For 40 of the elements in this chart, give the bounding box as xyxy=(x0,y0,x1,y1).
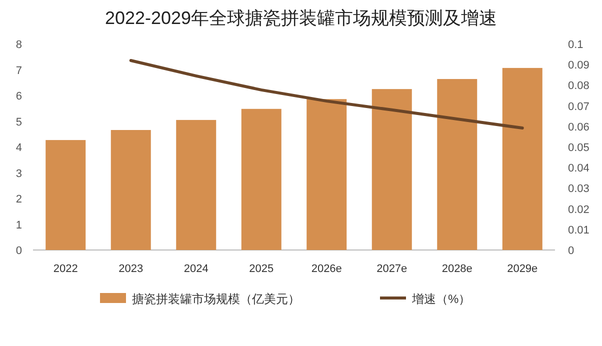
bar xyxy=(437,79,478,250)
x-tick-label: 2023 xyxy=(118,263,144,275)
legend-label: 增速（%） xyxy=(411,292,471,306)
x-tick-label: 2022 xyxy=(53,263,78,275)
y2-tick-label: 0.09 xyxy=(568,60,590,72)
y-tick-label: 2 xyxy=(16,194,22,206)
y-tick-label: 0 xyxy=(16,245,22,257)
y2-tick-label: 0.01 xyxy=(568,224,590,236)
bar xyxy=(241,108,282,250)
x-tick-label: 2027e xyxy=(376,263,408,275)
bar xyxy=(46,140,86,250)
y2-tick-label: 0.1 xyxy=(568,39,584,51)
y2-tick-label: 0.06 xyxy=(568,121,590,134)
x-tick-label: 2024 xyxy=(184,263,208,275)
y2-tick-label: 0.04 xyxy=(568,162,590,175)
x-tick-label: 2029e xyxy=(507,263,538,275)
y2-tick-label: 0 xyxy=(568,245,574,257)
chart-title: 2022-2029年全球搪瓷拼装罐市场规模预测及增速 xyxy=(104,8,498,28)
y-tick-label: 7 xyxy=(16,64,22,77)
legend-label: 搪瓷拼装罐市场规模（亿美元） xyxy=(132,292,300,306)
x-tick-label: 2025 xyxy=(249,263,274,275)
y-tick-label: 6 xyxy=(16,90,22,102)
line-series xyxy=(129,58,524,130)
y2-tick-label: 0.02 xyxy=(568,204,590,216)
y-tick-label: 8 xyxy=(16,39,22,51)
bar xyxy=(372,89,412,250)
y-tick-label: 4 xyxy=(16,142,22,154)
bar xyxy=(176,120,216,250)
y2-tick-label: 0.07 xyxy=(568,100,590,113)
y2-tick-label: 0.05 xyxy=(568,142,590,154)
bar xyxy=(110,130,151,250)
bar xyxy=(502,68,542,250)
y-tick-label: 3 xyxy=(16,168,22,180)
bar xyxy=(306,99,347,250)
y-tick-label: 5 xyxy=(16,116,22,128)
y2-tick-label: 0.03 xyxy=(568,183,590,196)
y-tick-label: 1 xyxy=(16,219,22,232)
x-tick-label: 2026e xyxy=(311,263,342,275)
x-tick-label: 2028e xyxy=(442,263,472,275)
y2-tick-label: 0.08 xyxy=(568,80,590,92)
